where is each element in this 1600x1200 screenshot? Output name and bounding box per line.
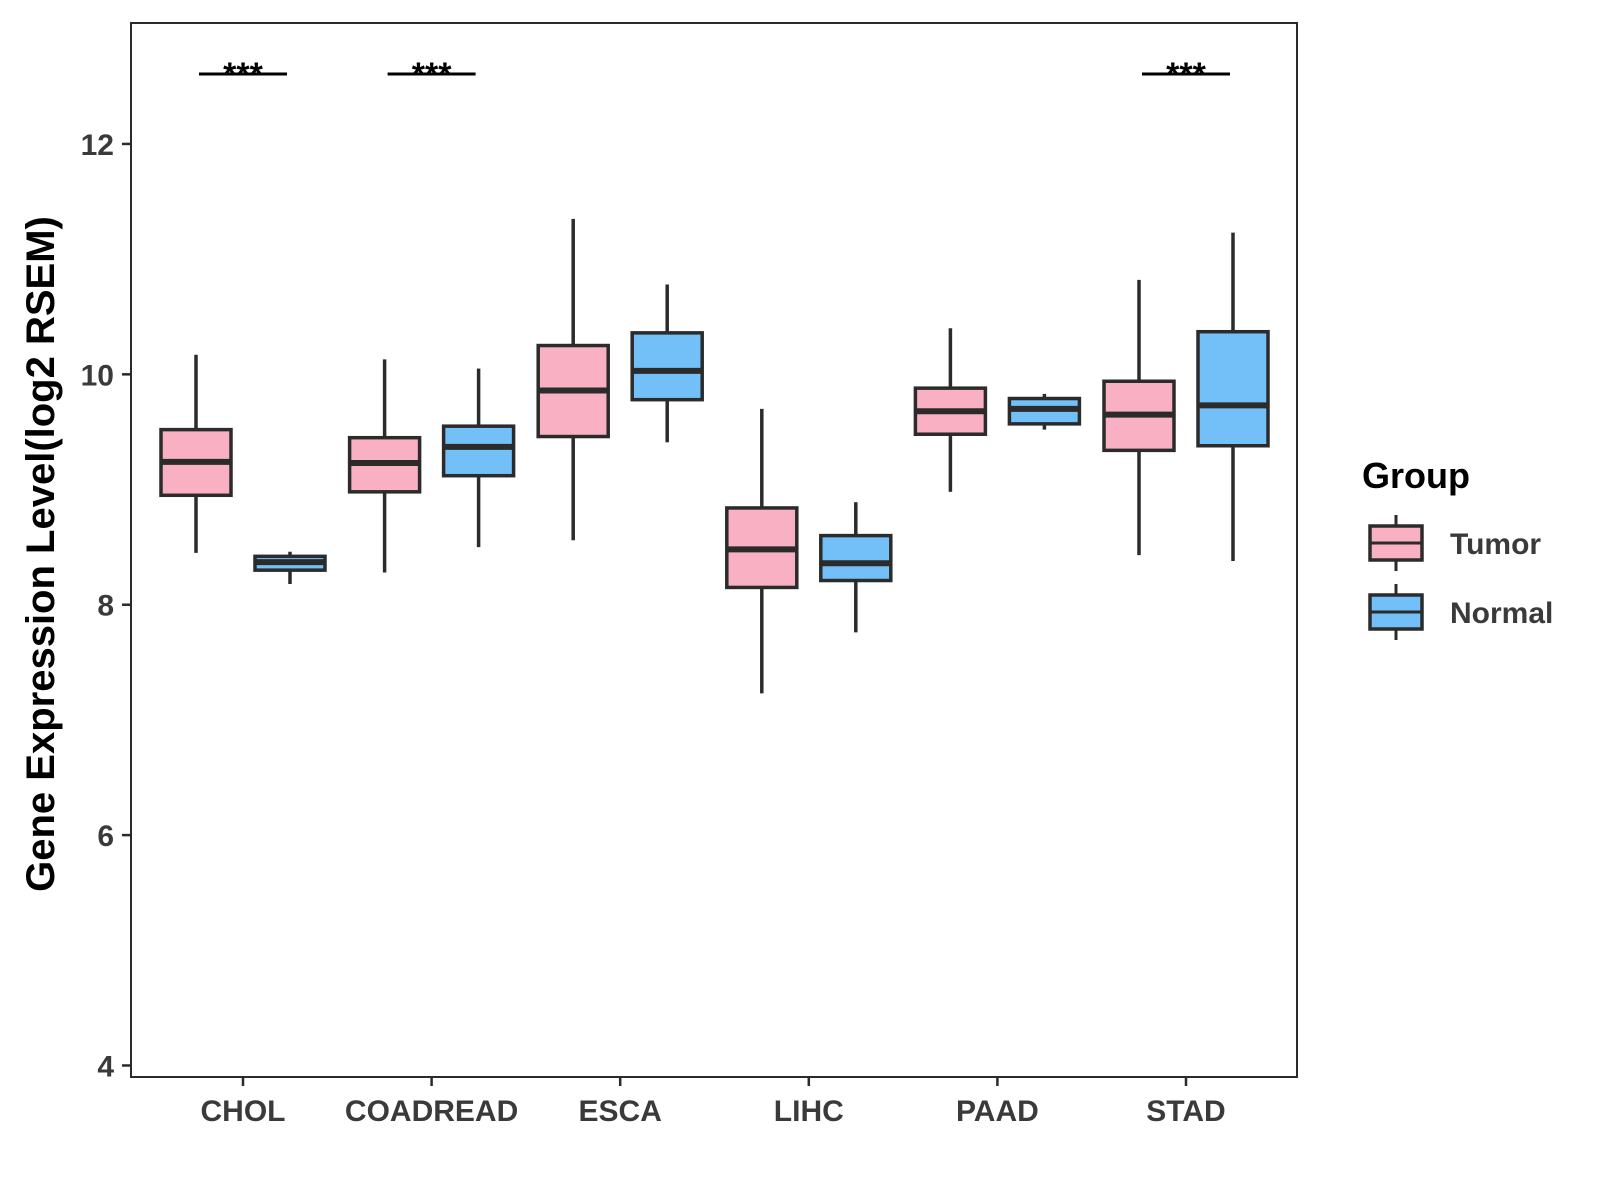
y-tick-label-10: 10	[81, 359, 114, 392]
plot-area: *** *** ***	[159, 56, 1270, 694]
y-tick-label-4: 4	[97, 1050, 114, 1083]
significance-label-chol: ***	[223, 56, 263, 94]
x-tick-label-paad: PAAD	[956, 1095, 1039, 1128]
x-tick-label-chol: CHOL	[201, 1095, 286, 1128]
legend-label-normal: Normal	[1450, 597, 1553, 630]
box-lihc-normal	[819, 533, 893, 583]
box-stad-normal	[1196, 329, 1270, 448]
axes: 4 6 8 10 12 CHOL COADREAD ESCA LIHC PAAD STAD	[81, 22, 1298, 1128]
legend: Group Tumor Normal	[1362, 455, 1553, 640]
significance-label-coadread: ***	[412, 56, 452, 94]
panel-border	[130, 22, 1298, 1078]
legend-title: Group	[1362, 455, 1470, 496]
x-tick-label-coadread: COADREAD	[345, 1095, 518, 1128]
box-esca-normal	[630, 331, 704, 402]
y-axis-label: Gene Expression Level(log2 RSEM)	[19, 216, 63, 892]
y-tick-label-6: 6	[97, 820, 114, 853]
x-tick-label-stad: STAD	[1146, 1095, 1225, 1128]
x-tick-label-esca: ESCA	[579, 1095, 662, 1128]
x-tick-label-lihc: LIHC	[774, 1095, 844, 1128]
legend-label-tumor: Tumor	[1450, 528, 1541, 561]
significance-label-stad: ***	[1166, 56, 1206, 94]
y-tick-label-8: 8	[97, 590, 114, 623]
box-coadread-normal	[441, 424, 516, 478]
y-tick-label-12: 12	[81, 129, 114, 162]
